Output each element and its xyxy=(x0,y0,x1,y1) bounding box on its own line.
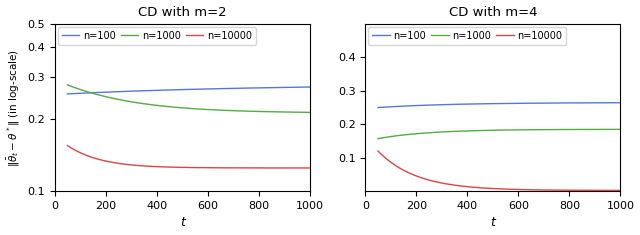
Line: n=100: n=100 xyxy=(67,87,310,94)
n=10000 xyxy=(306,167,314,169)
n=1000 xyxy=(518,128,526,131)
n=10000 xyxy=(179,166,186,169)
Line: n=100: n=100 xyxy=(378,103,620,108)
Legend: n=100, n=1000, n=10000: n=100, n=1000, n=10000 xyxy=(58,27,256,45)
n=10000 xyxy=(262,167,270,169)
n=10000 xyxy=(195,166,202,169)
n=10000 xyxy=(208,166,216,169)
n=1000 xyxy=(506,129,513,131)
n=100 xyxy=(491,102,499,105)
n=1000 xyxy=(208,108,216,111)
n=1000 xyxy=(611,128,618,131)
X-axis label: t: t xyxy=(490,216,495,229)
Line: n=1000: n=1000 xyxy=(67,85,310,112)
n=10000 xyxy=(180,166,188,169)
n=10000 xyxy=(518,188,526,191)
n=100 xyxy=(300,86,308,89)
X-axis label: t: t xyxy=(180,216,185,229)
n=100 xyxy=(490,102,497,105)
Title: CD with m=4: CD with m=4 xyxy=(449,6,537,19)
n=100 xyxy=(63,92,71,95)
Line: n=10000: n=10000 xyxy=(67,146,310,168)
n=10000 xyxy=(611,189,618,192)
n=10000 xyxy=(573,189,580,192)
n=10000 xyxy=(490,187,497,190)
n=100 xyxy=(180,88,188,91)
n=100 xyxy=(195,88,202,90)
n=1000 xyxy=(491,129,499,132)
n=100 xyxy=(208,87,216,90)
n=10000 xyxy=(616,189,624,192)
n=1000 xyxy=(195,108,202,110)
n=100 xyxy=(179,88,186,91)
n=10000 xyxy=(491,187,499,190)
n=1000 xyxy=(306,111,314,114)
n=1000 xyxy=(490,129,497,132)
n=10000 xyxy=(63,144,71,147)
n=100 xyxy=(616,101,624,104)
n=1000 xyxy=(573,128,580,131)
Title: CD with m=2: CD with m=2 xyxy=(138,6,227,19)
n=100 xyxy=(306,86,314,88)
Line: n=10000: n=10000 xyxy=(378,151,620,190)
n=1000 xyxy=(300,111,308,114)
n=100 xyxy=(518,102,526,105)
n=1000 xyxy=(262,110,270,113)
n=1000 xyxy=(616,128,624,131)
n=100 xyxy=(374,106,382,109)
n=100 xyxy=(262,86,270,89)
n=100 xyxy=(611,101,618,104)
n=10000 xyxy=(374,150,382,153)
Line: n=1000: n=1000 xyxy=(378,129,620,139)
n=1000 xyxy=(63,83,71,86)
Legend: n=100, n=1000, n=10000: n=100, n=1000, n=10000 xyxy=(368,27,566,45)
n=1000 xyxy=(180,107,188,110)
n=100 xyxy=(573,102,580,104)
n=10000 xyxy=(506,188,513,191)
n=1000 xyxy=(179,106,186,109)
n=10000 xyxy=(300,167,308,169)
Y-axis label: $\|\bar{\theta}_t - \theta^*\|$ (in log-scale): $\|\bar{\theta}_t - \theta^*\|$ (in log-… xyxy=(6,48,22,167)
n=1000 xyxy=(374,137,382,140)
n=100 xyxy=(506,102,513,105)
